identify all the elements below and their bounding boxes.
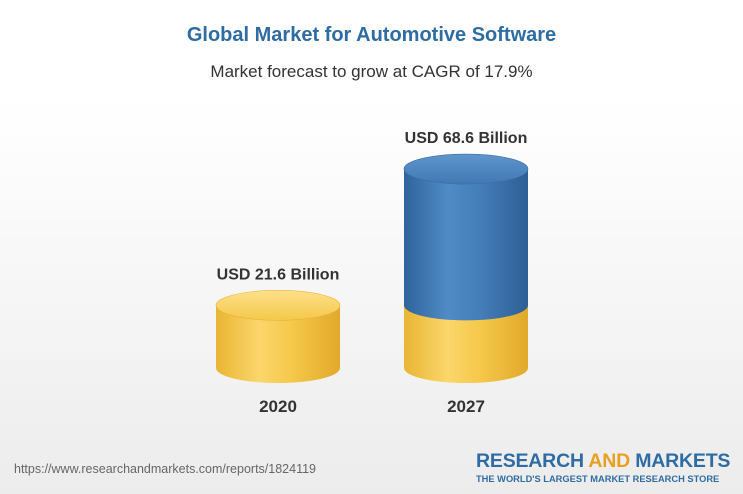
- bar-growth-segment-2027: [404, 169, 528, 321]
- value-label-2020: USD 21.6 Billion: [217, 266, 340, 283]
- bar-top-2020: [215, 290, 341, 321]
- value-label-2027: USD 68.6 Billion: [405, 130, 528, 147]
- brand-wordmark: RESEARCH AND MARKETS: [476, 450, 731, 473]
- chart-title: Global Market for Automotive Software: [186, 24, 557, 46]
- bar-top-2027: [403, 153, 529, 185]
- category-label-2020: 2020: [259, 397, 297, 416]
- brand-word-research: RESEARCH: [476, 450, 589, 472]
- brand-word-and: AND: [588, 450, 630, 472]
- bar-base-segment-2020: [216, 305, 340, 383]
- chart-subtitle: Market forecast to grow at CAGR of 17.9%: [210, 62, 533, 81]
- brand-word-markets: MARKETS: [629, 450, 731, 472]
- category-label-2027: 2027: [447, 397, 485, 416]
- brand-logo: RESEARCH AND MARKETS THE WORLD'S LARGEST…: [476, 450, 731, 484]
- source-url: https://www.researchandmarkets.com/repor…: [14, 462, 316, 476]
- brand-tagline: THE WORLD'S LARGEST MARKET RESEARCH STOR…: [476, 474, 720, 484]
- bar-base-segment-2027: [404, 305, 528, 383]
